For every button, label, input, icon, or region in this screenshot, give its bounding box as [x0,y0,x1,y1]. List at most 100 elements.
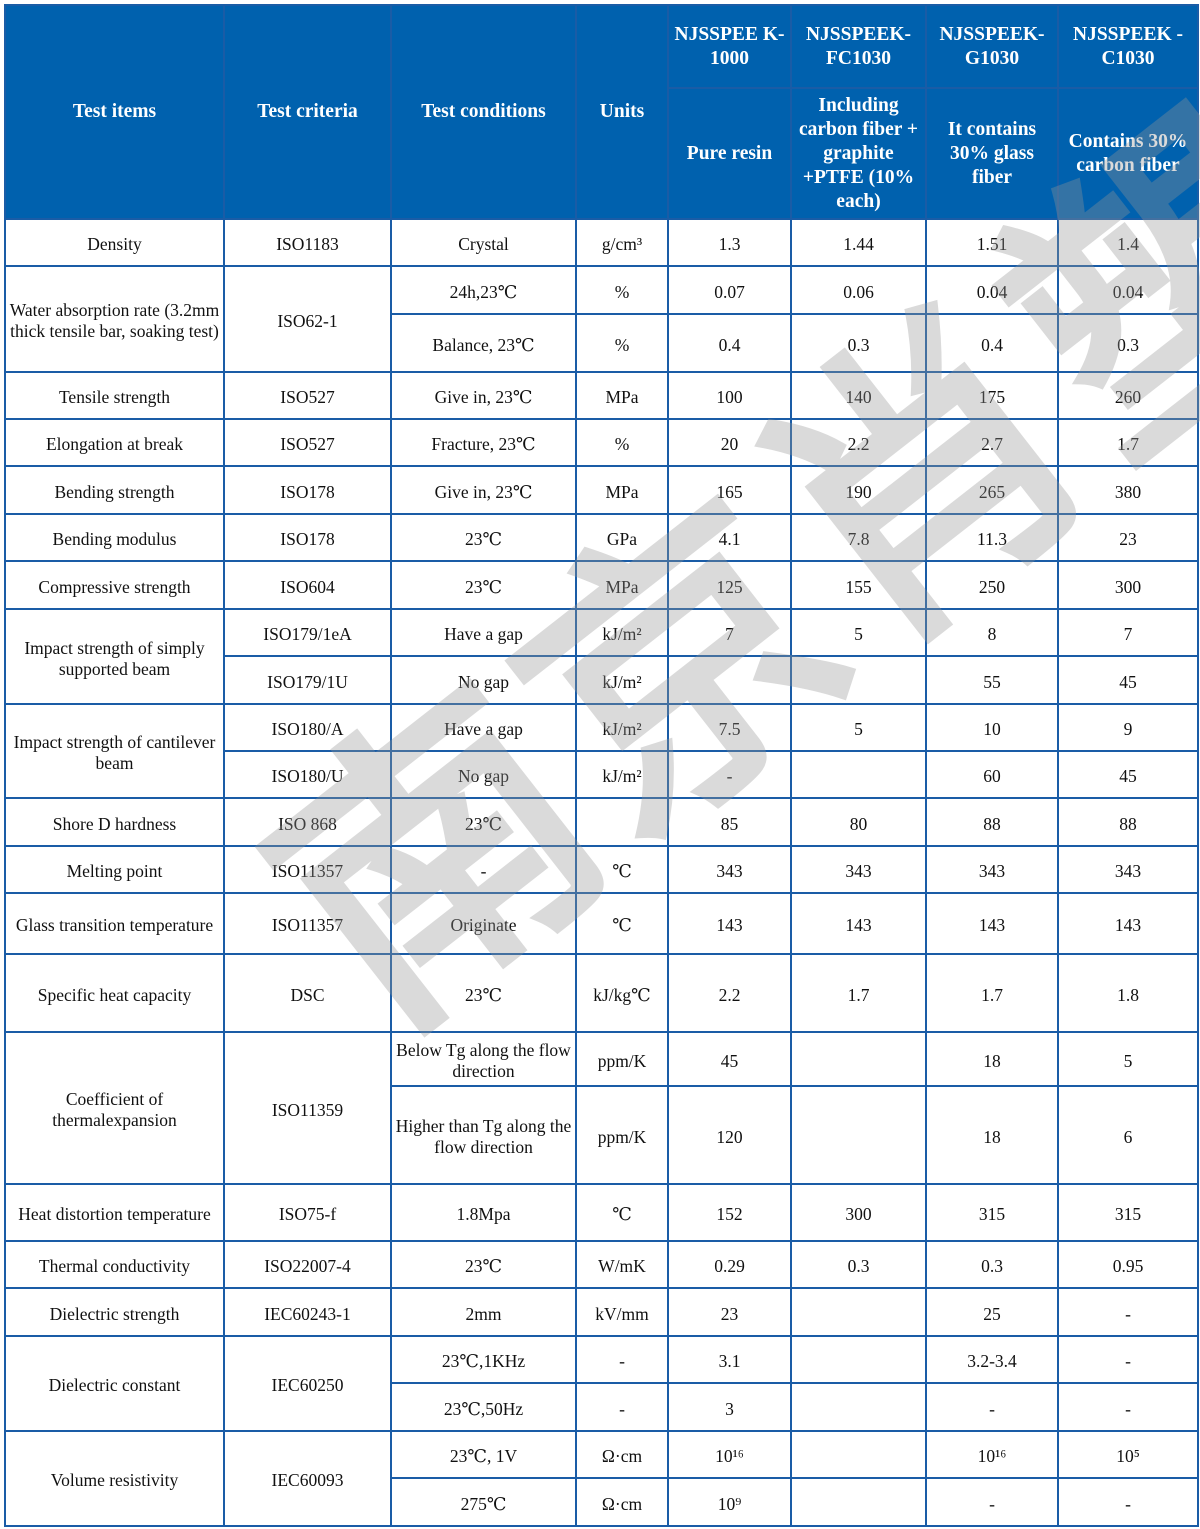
table-cell: 9 [1057,703,1199,752]
table-cell: Crystal [390,218,577,267]
table-cell: 1.4 [1057,218,1199,267]
table-cell: 23℃ [390,513,577,562]
table-cell: 5 [790,703,927,752]
table-cell: 23 [1057,513,1199,562]
table-cell: ℃ [575,845,669,894]
table-cell: 4.1 [667,513,792,562]
table-cell: Impact strength of cantilever beam [4,703,225,799]
table-cell: ppm/K [575,1031,669,1087]
table-row: Density ISO1183 Crystal g/cm³ 1.3 1.44 1.51 1.4 [4,218,1199,267]
table-cell: 2.2 [790,418,927,467]
table-cell: Have a gap [390,608,577,657]
table-cell: - [1057,1287,1199,1337]
table-cell: kJ/m² [575,608,669,657]
table-cell: 343 [667,845,792,894]
table-cell: ISO62-1 [223,265,392,373]
table-cell: % [575,418,669,467]
table-cell: 143 [1057,892,1199,955]
table-body: Density ISO1183 Crystal g/cm³ 1.3 1.44 1.51 1.4… [4,218,1199,1527]
table-cell: Below Tg along the flow direction [390,1031,577,1087]
table-cell: 80 [790,797,927,847]
header-grade-name: NJSSPEEK- G1030 [925,4,1059,89]
table-row: Glass transition temperature ISO11357 Orig… [4,892,1199,955]
table-cell: 10 [925,703,1059,752]
table-cell: 1.3 [667,218,792,267]
table-cell: 25 [925,1287,1059,1337]
table-cell: Impact strength of simply supported beam [4,608,225,705]
table-row: Thermal conductivity ISO22007-4 23℃ W/mK 0.2… [4,1240,1199,1289]
table-cell: kJ/m² [575,703,669,752]
header-grade-name: NJSSPEE K-1000 [667,4,792,89]
table-row: 275℃ Ω·cm 10⁹ - - [5,1477,1199,1527]
table-cell: IEC60243-1 [223,1287,392,1337]
table-cell: - [575,1335,669,1384]
table-cell: 55 [925,655,1059,705]
table-cell: DSC [223,953,392,1033]
table-cell: 143 [925,892,1059,955]
table-cell: 315 [1057,1183,1199,1242]
table-cell: 2.7 [925,418,1059,467]
table-cell: Melting point [4,845,225,894]
table-cell: 1.8 [1057,953,1199,1033]
header-grade-desc: Contains 30% carbon fiber [1057,87,1199,220]
table-cell: 23 [667,1287,792,1337]
table-cell: 10¹⁶ [925,1430,1059,1479]
table-cell: ISO22007-4 [223,1240,392,1289]
table-cell: 125 [667,560,792,610]
table-cell: ISO180/U [223,750,392,799]
table-cell: 0.4 [925,313,1059,373]
header-test-criteria: Test criteria [223,4,392,220]
table-cell: ℃ [575,1183,669,1242]
table-cell: 10¹⁶ [667,1430,792,1479]
table-cell: 1.8Mpa [390,1183,577,1242]
table-cell: 100 [667,371,792,420]
table-cell: MPa [575,560,669,610]
table-cell: 88 [925,797,1059,847]
table-cell: - [390,845,577,894]
table-cell: 10⁵ [1057,1430,1199,1479]
table-cell [575,797,669,847]
table-cell: 45 [667,1031,792,1087]
table-row: Coefficient of thermalexpansion ISO11359 B… [4,1031,1199,1185]
table-cell: 88 [1057,797,1199,847]
table-row: Higher than Tg along the flow direction p… [5,1085,1199,1185]
table-row: Water absorption rate (3.2mm thick tensi… [4,265,1199,373]
header-units: Units [575,4,669,220]
table-cell: 8 [925,608,1059,657]
table-cell: ISO1183 [223,218,392,267]
table-cell: 155 [790,560,927,610]
table-cell [790,1477,927,1527]
table-row: Heat distortion temperature ISO75-f 1.8Mpa… [4,1183,1199,1242]
table-row: ISO179/1U No gap kJ/m² 55 45 [5,655,1199,705]
table-cell: Give in, 23℃ [390,465,577,515]
table-cell: 3.2-3.4 [925,1335,1059,1384]
properties-table: Test items Test criteria Test conditions… [4,4,1199,1527]
table-cell: 300 [790,1183,927,1242]
table-cell: 23℃, 1V [390,1430,577,1479]
table-cell: 0.3 [1057,313,1199,373]
table-cell: Have a gap [390,703,577,752]
table-cell: g/cm³ [575,218,669,267]
table-cell [790,1287,927,1337]
table-cell: 0.4 [667,313,792,373]
table-cell: % [575,313,669,373]
table-cell [790,1085,927,1185]
table-cell: 343 [1057,845,1199,894]
table-cell: 0.04 [1057,265,1199,315]
table-cell: Give in, 23℃ [390,371,577,420]
table-cell: 120 [667,1085,792,1185]
table-cell: ISO11359 [223,1031,392,1185]
table-cell: 1.44 [790,218,927,267]
table-row: ISO180/U No gap kJ/m² - 60 45 [5,750,1199,799]
table-cell: ISO11357 [223,892,392,955]
table-row: Impact strength of simply supported beam… [4,608,1199,705]
table-cell: 2mm [390,1287,577,1337]
table-row: Dielectric constant IEC60250 23℃,1KHz -3.1 3… [4,1335,1199,1432]
table-cell: - [1057,1382,1199,1432]
table-cell: Ω·cm [575,1477,669,1527]
table-cell: 45 [1057,750,1199,799]
table-cell: ISO178 [223,513,392,562]
header-grade-name: NJSSPEEK -C1030 [1057,4,1199,89]
table-cell: 0.07 [667,265,792,315]
table-cell [790,1430,927,1479]
